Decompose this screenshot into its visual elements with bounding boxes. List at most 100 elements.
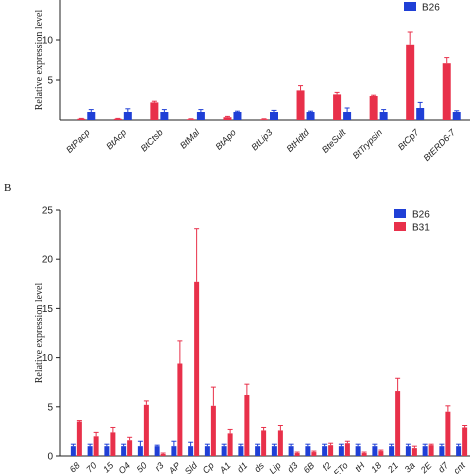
bar-b31 <box>378 451 384 456</box>
bar-b26 <box>271 446 277 456</box>
bar-b31 <box>260 119 268 120</box>
bar-b26 <box>416 108 425 120</box>
bar-b26 <box>121 446 127 456</box>
category-label: ds <box>252 460 266 474</box>
bar-b26 <box>338 446 344 456</box>
y-tick-label: 0 <box>47 452 53 463</box>
bar-b26 <box>87 446 93 456</box>
bar-b31 <box>186 119 195 120</box>
bar-b31 <box>361 453 367 456</box>
bar-b31 <box>150 102 159 120</box>
bar-b31 <box>445 411 451 456</box>
category-label: tH <box>353 460 367 474</box>
bar-b31 <box>333 94 342 120</box>
bar-b31 <box>277 430 283 456</box>
bar-b26 <box>456 446 462 456</box>
bar-b26 <box>452 112 461 120</box>
bar-b31 <box>311 452 317 456</box>
category-label: ETo <box>332 460 350 474</box>
category-label: 68 <box>68 460 82 474</box>
y-axis-label: Relative expression level <box>34 283 45 384</box>
bar-b31 <box>411 448 417 456</box>
category-label: 50 <box>135 460 149 474</box>
category-label: 18 <box>369 460 383 474</box>
category-label: 15 <box>101 460 116 474</box>
y-tick-label: 5 <box>47 76 53 87</box>
bar-b26 <box>405 446 411 456</box>
bar-b26 <box>154 446 160 456</box>
category-label: A1 <box>217 460 233 474</box>
bar-b31 <box>177 363 183 456</box>
bar-b31 <box>296 90 305 120</box>
legend-label: B26 <box>422 3 440 14</box>
category-label: 70 <box>84 460 98 474</box>
category-label: Lip <box>267 460 283 474</box>
category-label: 6B <box>301 460 316 474</box>
bar-b26 <box>70 446 76 456</box>
panel-b-chart: B 0 5 10 15 20 25 Relative expression level 68 70… <box>4 182 470 474</box>
bar-b31 <box>93 436 99 456</box>
bar-b31 <box>344 443 350 456</box>
bar-b31 <box>127 440 133 456</box>
bar-b26 <box>123 112 132 120</box>
bar-b31 <box>395 391 401 456</box>
category-label: BtERD6-7 <box>421 127 457 163</box>
bar-b31 <box>244 394 250 456</box>
category-label: d7 <box>436 460 451 474</box>
y-tick-label: 5 <box>47 402 53 413</box>
bar-b26 <box>204 446 210 456</box>
category-label: AP <box>166 460 182 474</box>
category-label: BtTrypsin <box>351 127 384 160</box>
y-tick-label: 10 <box>42 353 54 364</box>
legend-swatch <box>404 2 416 11</box>
category-label: 3a <box>403 460 417 474</box>
bar-b26 <box>355 446 361 456</box>
bar-b26 <box>439 446 445 456</box>
bar-b26 <box>87 112 96 120</box>
bar-b26 <box>379 112 388 120</box>
y-tick-label: 20 <box>42 255 54 266</box>
bar-b26 <box>305 446 311 456</box>
bar-b26 <box>196 112 205 120</box>
bar-b26 <box>137 446 143 456</box>
panel-letter: B <box>4 182 11 194</box>
category-label: BtMal <box>178 127 202 151</box>
bar-b26 <box>188 446 194 456</box>
legend-label: B26 <box>412 210 430 221</box>
bar-b31 <box>77 118 86 120</box>
category-label: cnt <box>451 460 467 474</box>
bar-b31 <box>294 453 300 456</box>
category-label: r3 <box>153 460 166 473</box>
bar-b26 <box>306 112 315 120</box>
bar-b26 <box>104 446 110 456</box>
bar-b31 <box>143 404 149 456</box>
category-label: 2E <box>418 460 434 474</box>
category-label: BtLip3 <box>249 127 274 152</box>
category-label: BtApo <box>213 127 237 151</box>
bar-b31 <box>227 433 233 456</box>
bar-b31 <box>160 454 166 456</box>
bar-b26 <box>372 446 378 456</box>
y-tick-label: 25 <box>42 206 54 217</box>
bar-b31 <box>194 281 200 456</box>
bar-b26 <box>233 112 242 120</box>
category-label: BtAcp <box>104 127 128 151</box>
bar-b26 <box>221 446 227 456</box>
bar-b26 <box>270 112 278 120</box>
legend-swatch <box>394 222 406 231</box>
bar-b31 <box>113 118 122 120</box>
bar-b26 <box>389 446 395 456</box>
bar-b26 <box>422 446 428 456</box>
bar-b31 <box>442 63 451 120</box>
y-tick-label: 15 <box>42 304 54 315</box>
category-label: d1 <box>235 460 249 474</box>
bar-b26 <box>238 446 244 456</box>
category-label: BtCp7 <box>396 127 421 152</box>
bar-b31 <box>328 445 334 456</box>
bar-b31 <box>210 405 216 456</box>
category-label: d3 <box>285 460 299 474</box>
legend-label: B31 <box>412 223 430 234</box>
category-label: Sld <box>183 460 200 474</box>
